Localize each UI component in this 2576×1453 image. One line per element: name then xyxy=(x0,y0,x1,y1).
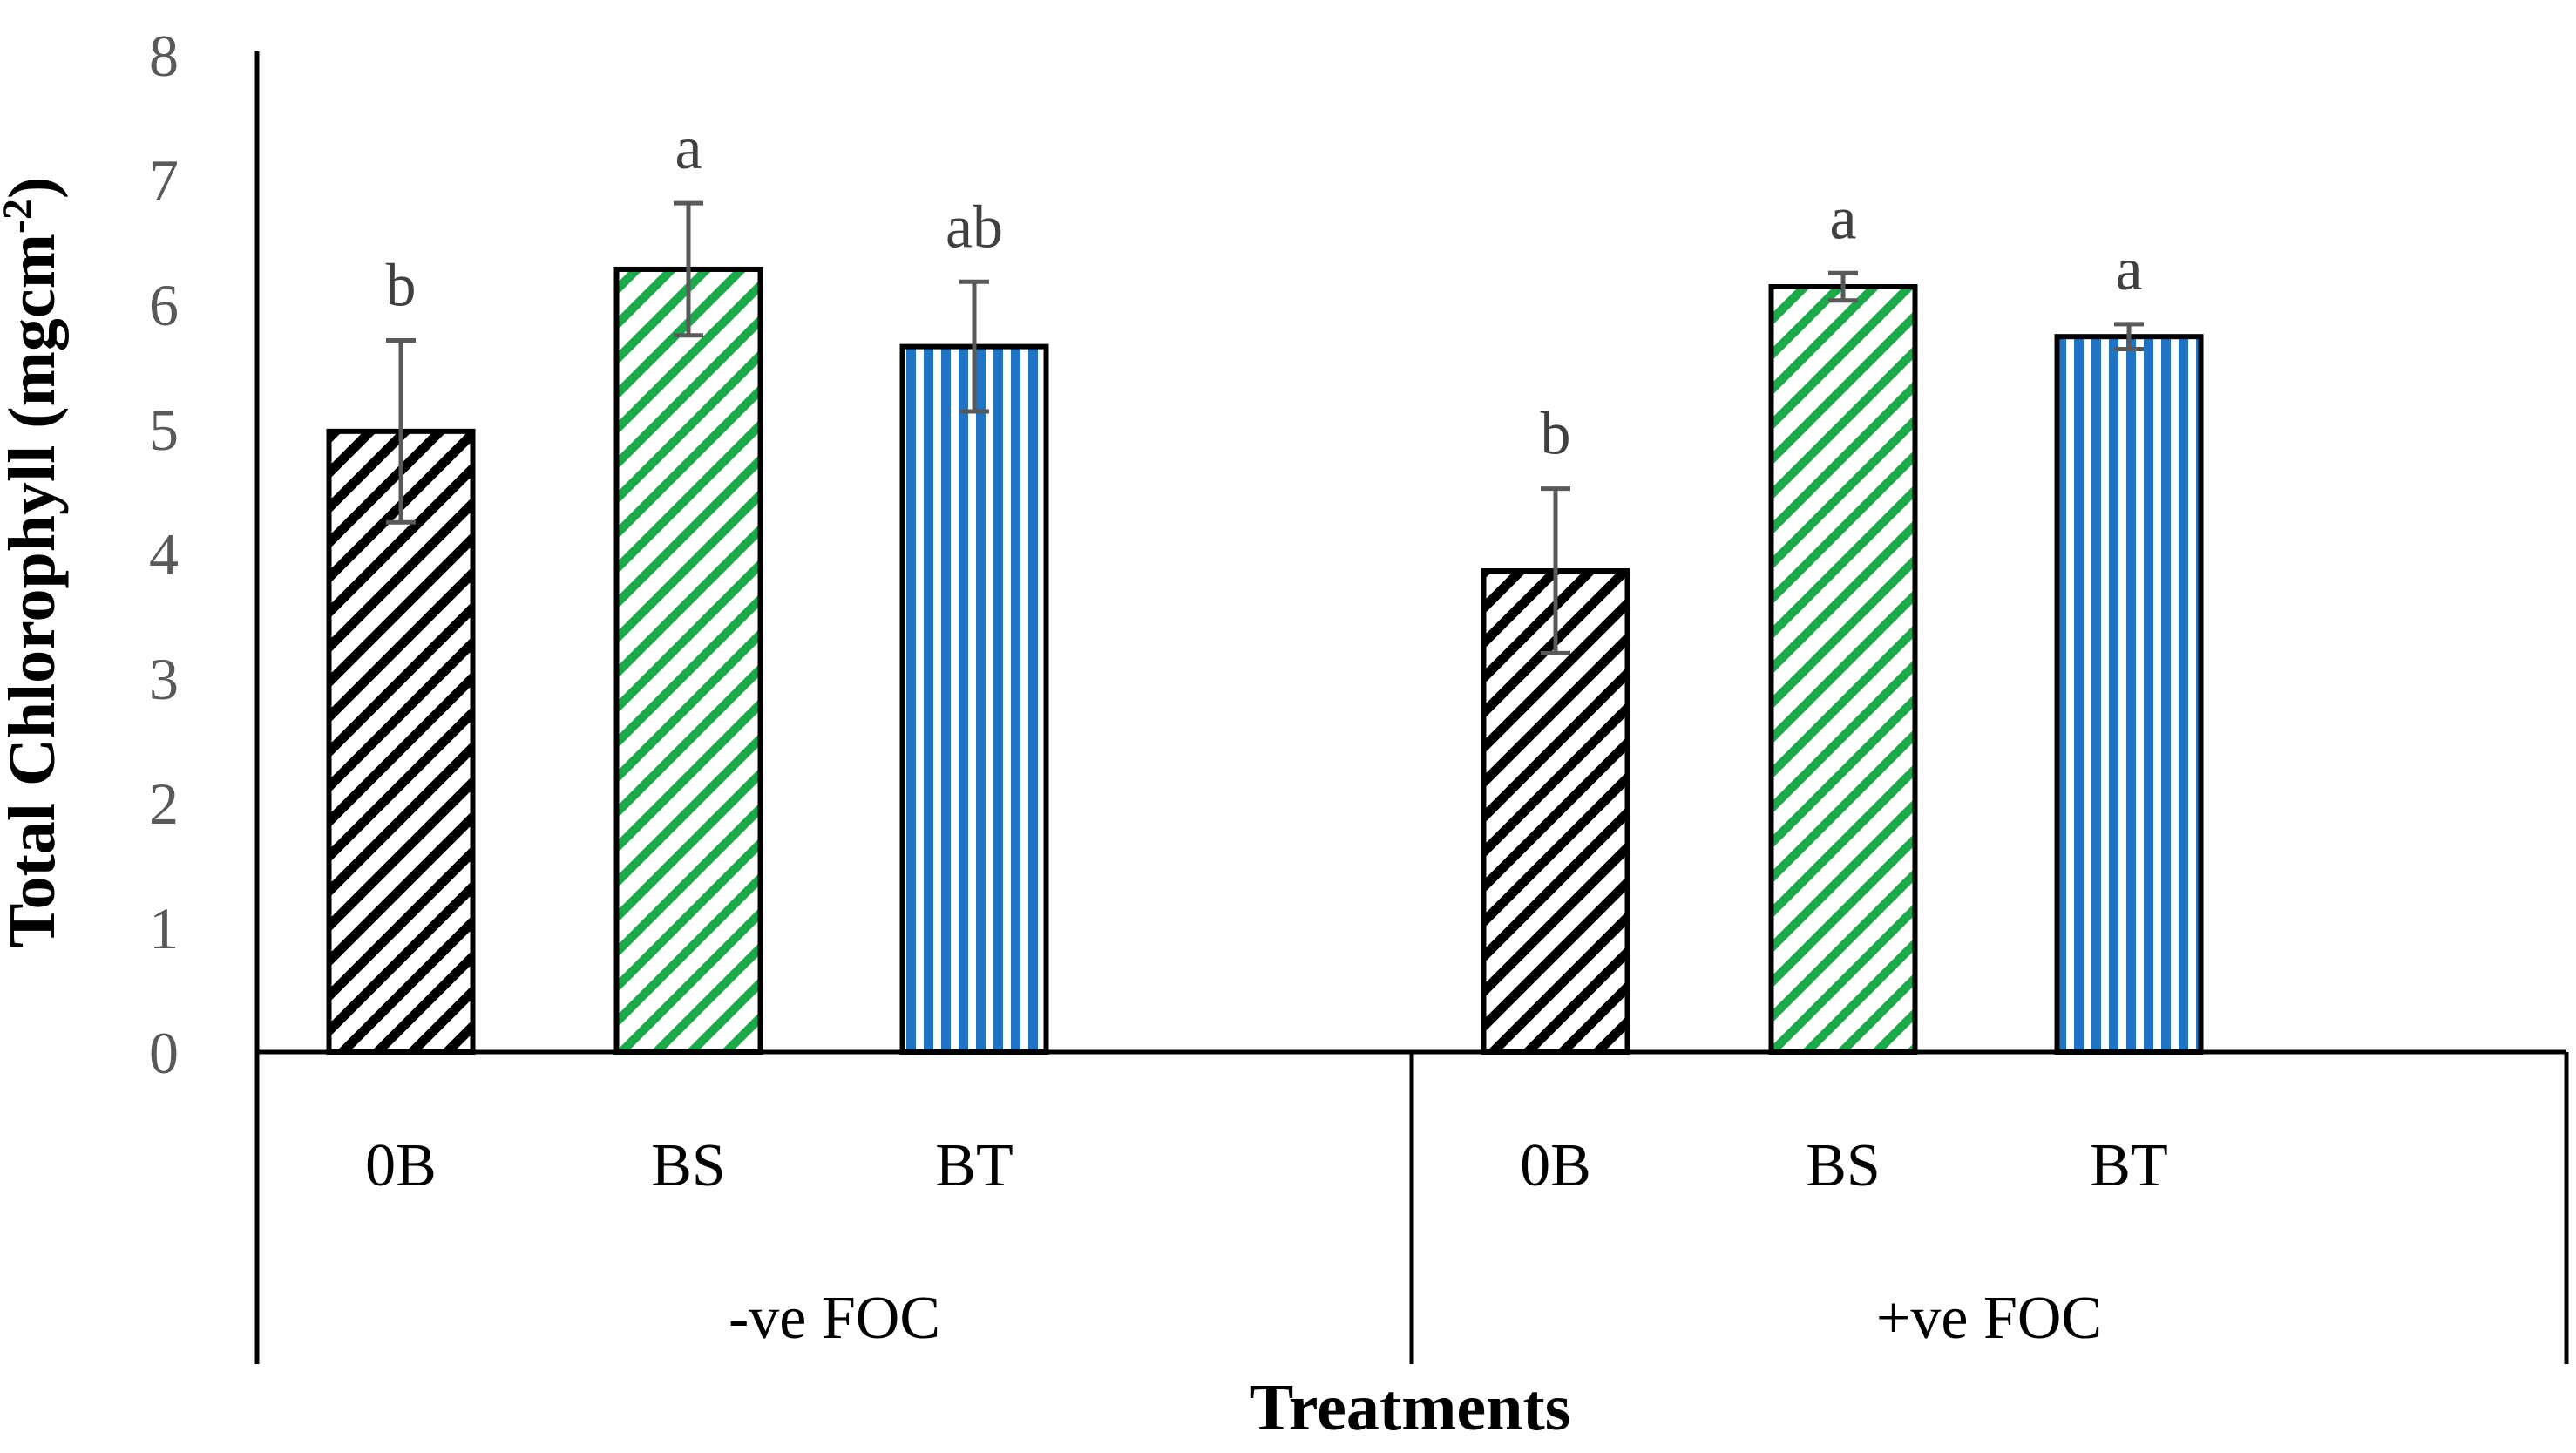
x-category-label: BS xyxy=(1806,1132,1881,1199)
y-axis-title-group: Total Chlorophyll (mgcm-2) xyxy=(0,177,69,948)
x-category-label: 0B xyxy=(365,1132,437,1199)
bar-bs-pos-foc xyxy=(1768,283,1918,1056)
significance-letter: a xyxy=(1829,185,1856,252)
axes xyxy=(254,51,2569,1364)
significance-letters: b a ab b a a xyxy=(386,115,2143,467)
y-tick-label: 1 xyxy=(149,895,179,961)
x-axis-title: Treatments xyxy=(1250,1371,1571,1444)
significance-letter: b xyxy=(1541,401,1571,468)
significance-letter: ab xyxy=(946,194,1003,261)
significance-letter: a xyxy=(2115,236,2142,303)
y-tick-label: 3 xyxy=(149,646,179,712)
x-category-label: BT xyxy=(2090,1132,2167,1199)
x-group-label: +ve FOC xyxy=(1876,1285,2102,1352)
y-tick-label: 7 xyxy=(149,147,179,214)
y-tick-label: 6 xyxy=(149,272,179,338)
bar-0b-neg-foc xyxy=(326,428,476,1055)
x-category-labels: 0B BS BT 0B BS BT xyxy=(365,1132,2168,1199)
y-tick-label: 5 xyxy=(149,397,179,463)
x-category-label: BT xyxy=(935,1132,1013,1199)
x-group-label: -ve FOC xyxy=(729,1285,940,1352)
y-tick-label: 2 xyxy=(149,771,179,837)
significance-letter: a xyxy=(675,115,702,182)
bar-bt-pos-foc xyxy=(2054,334,2204,1055)
x-category-label: 0B xyxy=(1520,1132,1591,1199)
x-category-label: BS xyxy=(651,1132,726,1199)
y-axis-title: Total Chlorophyll (mgcm-2) xyxy=(0,177,69,948)
y-tick-label: 0 xyxy=(149,1020,179,1086)
x-group-labels: -ve FOC +ve FOC xyxy=(729,1285,2102,1352)
significance-letter: b xyxy=(386,252,417,319)
y-tick-labels: 0 1 2 3 4 5 6 7 8 xyxy=(149,23,179,1086)
error-bars xyxy=(386,200,2144,655)
bars xyxy=(326,266,2204,1056)
y-tick-label: 4 xyxy=(149,521,179,587)
y-tick-label: 8 xyxy=(149,23,179,89)
bar-bt-neg-foc xyxy=(899,343,1049,1055)
bar-bs-neg-foc xyxy=(613,266,763,1055)
